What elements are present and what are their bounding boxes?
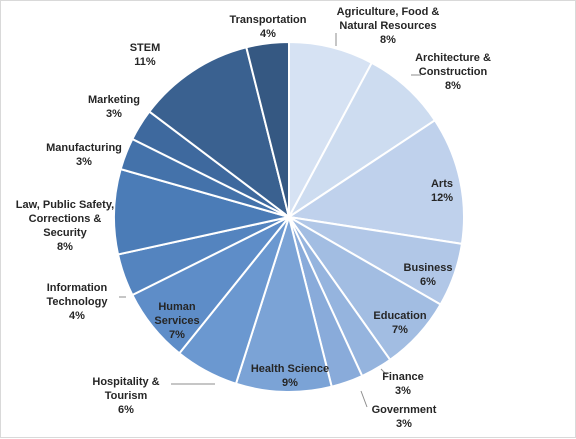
- slice-label-stem: STEM 11%: [130, 42, 161, 68]
- slice-percent: 3%: [396, 418, 412, 430]
- slice-name-line: Arts: [431, 178, 453, 190]
- slice-label-hospitality-and-tourism: Hospitality & Tourism 6%: [92, 376, 159, 416]
- slice-label-law-public-safety-corrections-and-security: Law, Public Safety, Corrections & Security…: [16, 199, 114, 253]
- slice-percent: 7%: [392, 324, 408, 336]
- slice-name-line: Construction: [419, 66, 488, 78]
- slice-percent: 8%: [445, 80, 461, 92]
- slice-label-agriculture-food-and-natural-resources: Agriculture, Food & Natural Resources 8%: [337, 6, 440, 46]
- slice-name-line: Agriculture, Food &: [337, 6, 440, 18]
- slice-percent: 3%: [106, 108, 122, 120]
- slice-label-arts: Arts 12%: [431, 178, 453, 204]
- slice-name-line: Natural Resources: [339, 20, 436, 32]
- slice-percent: 7%: [169, 329, 185, 341]
- slice-label-marketing: Marketing 3%: [88, 94, 140, 120]
- slice-name-line: Security: [43, 227, 87, 239]
- slice-name-line: Transportation: [229, 14, 306, 26]
- slice-name-line: Hospitality &: [92, 376, 159, 388]
- slice-name-line: Education: [373, 310, 426, 322]
- slice-label-human-services: Human Services 7%: [154, 301, 199, 341]
- slice-name-line: Marketing: [88, 94, 140, 106]
- slice-name-line: Law, Public Safety,: [16, 199, 114, 211]
- leader-line-finance: [380, 368, 388, 376]
- pie-slice-stem: [147, 46, 291, 220]
- slice-percent: 6%: [420, 276, 436, 288]
- slice-name-line: Human: [158, 301, 196, 313]
- slice-labels: Agriculture, Food & Natural Resources 8%Ar…: [16, 6, 491, 430]
- slice-label-transportation: Transportation 4%: [229, 14, 306, 40]
- slice-label-government: Government 3%: [372, 404, 437, 430]
- slice-percent: 3%: [395, 385, 411, 397]
- slice-label-finance: Finance 3%: [382, 371, 424, 397]
- slice-percent: 11%: [134, 56, 156, 68]
- slice-name-line: Architecture &: [415, 52, 491, 64]
- slice-name-line: Technology: [47, 296, 109, 308]
- slice-label-architecture-and-construction: Architecture & Construction 8%: [415, 52, 491, 92]
- slice-percent: 9%: [282, 377, 298, 389]
- pie-slice-arts: [286, 118, 465, 245]
- slice-label-health-science: Health Science 9%: [251, 363, 329, 389]
- slice-name-line: Health Science: [251, 363, 329, 375]
- slice-name-line: Tourism: [105, 390, 148, 402]
- slice-percent: 12%: [431, 192, 453, 204]
- slice-name-line: Information: [47, 282, 108, 294]
- pie-slice-health-science: [234, 213, 333, 393]
- pie-slices: [113, 40, 465, 393]
- slice-label-manufacturing: Manufacturing 3%: [46, 142, 122, 168]
- slice-name-line: Finance: [382, 371, 424, 383]
- slice-name-line: Corrections &: [29, 213, 102, 225]
- slice-percent: 8%: [380, 34, 396, 46]
- slice-percent: 6%: [118, 404, 134, 416]
- slice-percent: 8%: [57, 241, 73, 253]
- slice-label-information-technology: Information Technology 4%: [47, 282, 109, 322]
- slice-name-line: STEM: [130, 42, 161, 54]
- slice-label-business: Business 6%: [404, 262, 453, 288]
- slice-name-line: Manufacturing: [46, 142, 122, 154]
- slice-percent: 4%: [260, 28, 276, 40]
- slice-name-line: Business: [404, 262, 453, 274]
- leader-lines: [119, 33, 421, 408]
- slice-percent: 4%: [69, 310, 85, 322]
- slice-percent: 3%: [76, 156, 92, 168]
- slice-label-education: Education 7%: [373, 310, 426, 336]
- slice-name-line: Government: [372, 404, 437, 416]
- pie-slice-transportation: [245, 40, 290, 218]
- slice-name-line: Services: [154, 315, 199, 327]
- leader-line-government: [360, 390, 368, 408]
